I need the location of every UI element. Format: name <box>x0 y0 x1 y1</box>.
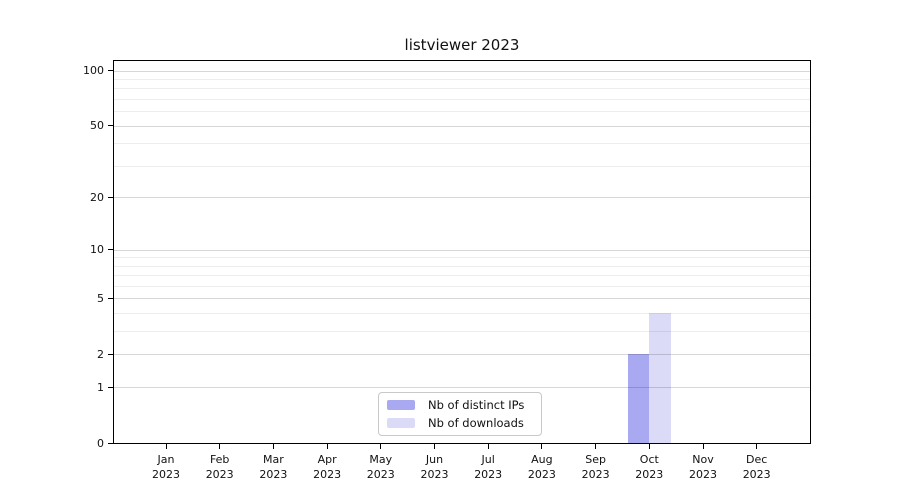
x-tick-mark <box>165 444 167 449</box>
x-tick-mark <box>272 444 274 449</box>
legend-swatch-downloads <box>387 417 415 428</box>
legend-label-distinct-ips: Nb of distinct IPs <box>428 398 525 413</box>
y-tick-mark <box>108 125 113 127</box>
x-tick-mark <box>541 444 543 449</box>
y-tick-label: 20 <box>90 190 104 204</box>
y-gridline-minor <box>114 257 810 259</box>
y-gridline-major <box>114 298 810 300</box>
y-gridline-major <box>114 125 810 127</box>
y-gridline-minor <box>114 165 810 167</box>
y-tick-mark <box>108 249 113 251</box>
legend-swatch-distinct-ips <box>387 400 415 411</box>
x-tick-label: Aug 2023 <box>527 453 556 481</box>
x-tick-mark <box>434 444 435 449</box>
x-tick-mark <box>756 444 758 449</box>
x-tick-label: Nov 2023 <box>689 453 717 481</box>
y-tick-label: 50 <box>90 119 104 133</box>
x-tick-mark <box>648 444 650 449</box>
y-tick-mark <box>108 442 113 444</box>
y-gridline-minor <box>114 265 810 267</box>
y-tick-label: 100 <box>83 64 104 78</box>
x-tick-mark <box>487 444 489 449</box>
legend-label-downloads: Nb of downloads <box>428 415 524 430</box>
x-tick-label: Jul 2023 <box>474 453 503 481</box>
x-tick-mark <box>595 444 597 449</box>
legend-item-distinct-ips: Nb of distinct IPs <box>387 398 533 412</box>
y-tick-label: 0 <box>97 436 104 450</box>
y-tick-label: 5 <box>97 291 104 305</box>
x-tick-label: May 2023 <box>366 453 395 481</box>
x-tick-mark <box>326 444 328 449</box>
y-gridline-major <box>114 249 810 251</box>
y-gridline-minor <box>114 331 810 333</box>
y-gridline-minor <box>114 99 810 101</box>
y-tick-mark <box>108 353 113 355</box>
x-tick-mark <box>380 444 382 449</box>
legend-item-downloads: Nb of downloads <box>387 416 533 430</box>
y-gridline-minor <box>114 275 810 277</box>
y-gridline-major <box>114 387 810 389</box>
x-tick-label: Oct 2023 <box>635 453 664 481</box>
y-gridline-major <box>114 70 810 72</box>
x-tick-label: Sep 2023 <box>581 453 610 481</box>
y-tick-label: 10 <box>90 243 104 257</box>
x-tick-label: Apr 2023 <box>313 453 342 481</box>
x-tick-label: Jan 2023 <box>152 453 180 481</box>
y-tick-label: 2 <box>97 347 104 361</box>
y-tick-mark <box>108 297 113 299</box>
x-tick-label: Feb 2023 <box>205 453 234 481</box>
y-gridline-minor <box>114 111 810 113</box>
y-gridline-minor <box>114 143 810 145</box>
y-tick-mark <box>108 386 113 388</box>
bar-distinct-ips <box>627 354 650 443</box>
y-gridline-minor <box>114 313 810 315</box>
y-gridline-minor <box>114 79 810 81</box>
x-tick-mark <box>702 444 704 449</box>
x-tick-label: Mar 2023 <box>259 453 288 481</box>
x-tick-label: Dec 2023 <box>742 453 771 481</box>
y-tick-mark <box>108 70 113 72</box>
y-tick-mark <box>108 196 113 198</box>
plot-area <box>113 60 811 444</box>
y-gridline-minor <box>114 88 810 90</box>
legend: Nb of distinct IPs Nb of downloads <box>378 392 542 436</box>
x-tick-label: Jun 2023 <box>420 453 449 481</box>
y-tick-label: 1 <box>97 380 104 394</box>
x-tick-mark <box>219 444 221 449</box>
bar-downloads <box>649 313 671 443</box>
y-gridline-major <box>114 197 810 199</box>
y-gridline-minor <box>114 286 810 288</box>
y-gridline-major <box>114 354 810 356</box>
chart-title: listviewer 2023 <box>404 36 520 54</box>
